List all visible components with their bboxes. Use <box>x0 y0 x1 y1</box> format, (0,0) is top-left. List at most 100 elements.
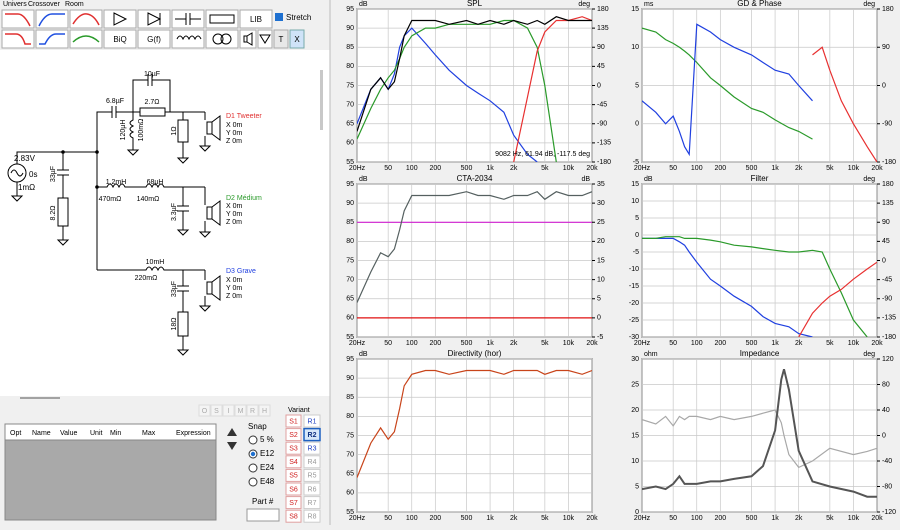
series-line <box>642 409 877 469</box>
recall-button[interactable] <box>303 441 321 455</box>
recall-button[interactable] <box>303 427 321 442</box>
recall-button[interactable] <box>303 509 321 523</box>
y-unit: ohm <box>644 351 658 358</box>
tool-button[interactable] <box>258 404 271 417</box>
save-button[interactable] <box>285 482 302 496</box>
buffer-button[interactable] <box>137 9 171 29</box>
tab[interactable]: Univers <box>3 1 27 8</box>
resistor <box>177 311 189 337</box>
y-tick-label: 0 <box>635 232 639 239</box>
y-tick-label: 0 <box>635 121 639 128</box>
recall-button[interactable] <box>303 496 321 510</box>
radio[interactable] <box>248 463 258 473</box>
save-button[interactable] <box>285 468 302 482</box>
x-tick-label: 2k <box>510 165 518 172</box>
save-button[interactable] <box>285 428 302 442</box>
x-tick-label: 20k <box>871 340 883 347</box>
peak-button[interactable] <box>69 29 103 49</box>
lib-button[interactable] <box>239 9 273 29</box>
y2-tick-label: 10 <box>597 276 605 283</box>
gf-label: G(f) <box>147 35 161 44</box>
y-tick-label: 10 <box>631 44 639 51</box>
x-tick-label: 200 <box>429 340 441 347</box>
x-tick-label: 10k <box>848 340 860 347</box>
y-tick-label: 90 <box>346 200 354 207</box>
save-label: S5 <box>289 473 298 480</box>
recall-button[interactable] <box>303 414 321 428</box>
variant-buttons: S1 R1 S2 R2 S3 R3 S4 R4 S5 R5 S6 R6 S7 R7 S8 R8 <box>285 414 321 523</box>
x-tick-label: 5k <box>541 515 549 522</box>
amp-button[interactable] <box>103 9 137 29</box>
y-tick-label: 5 <box>635 483 639 490</box>
capacitor-button[interactable] <box>171 9 205 29</box>
grave-name: D3 Grave <box>226 268 256 275</box>
part-input[interactable] <box>246 508 280 522</box>
medium-y: Y 0m <box>226 211 242 218</box>
stretch-label: Stretch <box>286 13 311 22</box>
x-tick-label: 1k <box>771 165 779 172</box>
recall-button[interactable] <box>303 468 321 482</box>
tool-button[interactable] <box>210 404 223 417</box>
stretch-checkbox[interactable] <box>275 13 283 21</box>
radio[interactable] <box>248 435 258 445</box>
lowpass2-button[interactable] <box>1 29 35 49</box>
x-tick-label: 10k <box>563 515 575 522</box>
inductor-button[interactable] <box>171 29 205 49</box>
recall-button[interactable] <box>303 482 321 496</box>
y-tick-label: 65 <box>346 121 354 128</box>
y2-tick-label: 90 <box>882 44 890 51</box>
y-tick-label: 25 <box>631 381 639 388</box>
column-header: Min <box>110 430 121 437</box>
radio[interactable] <box>248 477 258 487</box>
tool-button[interactable] <box>234 404 247 417</box>
y2-tick-label: 0 <box>882 432 886 439</box>
transformer-button[interactable] <box>205 29 239 49</box>
x-tick-label: 2k <box>510 515 518 522</box>
save-button[interactable] <box>285 414 302 428</box>
tool-button[interactable] <box>222 404 235 417</box>
biq-button[interactable] <box>103 29 137 49</box>
move-arrows[interactable] <box>227 428 237 450</box>
x-tick-label: 1k <box>771 515 779 522</box>
tool-button[interactable] <box>198 404 211 417</box>
save-button[interactable] <box>285 496 302 510</box>
bandpass-button[interactable] <box>69 9 103 29</box>
ground-button[interactable] <box>257 29 273 49</box>
highpass2-button[interactable] <box>35 29 69 49</box>
y-tick-label: -15 <box>629 283 639 290</box>
wire <box>96 152 205 270</box>
wire <box>176 112 190 164</box>
y2-tick-label: -90 <box>882 296 892 303</box>
wire <box>198 112 212 152</box>
y2-tick-label: -80 <box>882 483 892 490</box>
source-resistance: 1mΩ <box>18 183 35 192</box>
x-tick-label: 50 <box>669 165 677 172</box>
save-label: S1 <box>289 418 298 425</box>
gf-button[interactable] <box>137 29 171 49</box>
highpass-button[interactable] <box>35 9 69 29</box>
recall-button[interactable] <box>303 455 321 469</box>
t-button[interactable] <box>273 29 289 49</box>
y-tick-label: 85 <box>346 394 354 401</box>
driver-button[interactable] <box>239 29 257 49</box>
recall-label: R7 <box>308 500 317 507</box>
y-tick-label: 60 <box>346 315 354 322</box>
wire <box>96 106 205 152</box>
icon <box>259 34 271 44</box>
tab[interactable]: Crossover <box>28 1 61 8</box>
tool-button[interactable] <box>246 404 259 417</box>
y2-tick-label: 90 <box>597 44 605 51</box>
x-button[interactable] <box>289 29 305 49</box>
save-button[interactable] <box>285 441 302 455</box>
save-button[interactable] <box>285 509 302 523</box>
save-label: S2 <box>289 432 298 439</box>
x-tick-label: 2k <box>510 340 518 347</box>
tab[interactable]: Room <box>65 1 84 8</box>
y-tick-label: 55 <box>346 509 354 516</box>
source-voltage: 2.83V <box>14 154 36 163</box>
resistor-button[interactable] <box>205 9 239 29</box>
save-button[interactable] <box>285 455 302 469</box>
y2-tick-label: 5 <box>597 296 601 303</box>
resistor <box>57 197 69 227</box>
series-line <box>513 16 592 162</box>
